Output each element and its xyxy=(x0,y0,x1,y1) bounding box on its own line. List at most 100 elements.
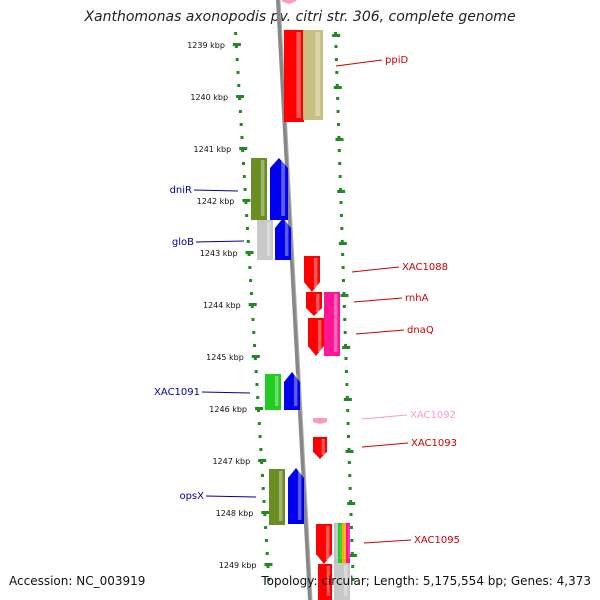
feature-block-red-shine xyxy=(296,32,301,118)
scale-dot xyxy=(339,201,343,204)
feature-XAC1091-shape xyxy=(284,372,300,410)
feature-dniR-olive-shine xyxy=(260,160,265,216)
feature-stripe-4 xyxy=(346,523,350,563)
scale-tick-label: 1246 kbp xyxy=(209,405,247,414)
scale-dot xyxy=(348,474,352,477)
scale-dot xyxy=(242,162,246,165)
feature-XAC1091-green xyxy=(265,374,281,410)
feature-XAC1088-shine xyxy=(313,258,318,288)
feature-ppiD-shape xyxy=(303,30,323,120)
scale-dot xyxy=(337,136,341,139)
feature-rnhA-shine xyxy=(315,294,320,312)
feature-XAC1092-shape xyxy=(313,418,327,424)
scale-dot xyxy=(338,162,342,165)
feature-dnaQ-magenta-shape xyxy=(324,292,340,356)
scale-tick-label: 1244 kbp xyxy=(203,301,241,310)
genome-backbone xyxy=(276,0,312,600)
feature-stripe-2 xyxy=(338,523,342,563)
feature-stripe-2-shine xyxy=(340,525,342,559)
scale-tick-label: 1243 kbp xyxy=(200,249,238,258)
scale-dot xyxy=(340,227,344,230)
feature-dnaQ xyxy=(308,318,324,356)
scale-tick xyxy=(340,294,349,297)
genome-summary-text: Topology: circular; Length: 5,175,554 bp… xyxy=(261,574,591,588)
scale-dot xyxy=(335,71,339,74)
feature-bottom-red-shine xyxy=(326,566,330,596)
scale-dot xyxy=(248,266,252,269)
leader-line-rnhA xyxy=(353,297,403,303)
feature-dnaQ-shine xyxy=(317,320,322,352)
scale-dot xyxy=(254,370,258,373)
feature-XAC1091 xyxy=(284,372,300,410)
feature-dnaQ-shape xyxy=(308,318,324,356)
scale-dot xyxy=(349,500,353,503)
scale-tick xyxy=(242,199,251,202)
scale-tick xyxy=(347,502,356,505)
feature-stripe-4-shine xyxy=(348,525,350,559)
scale-dot xyxy=(347,435,351,438)
feature-XAC1095-shine xyxy=(325,526,330,560)
gene-label-XAC1091: XAC1091 xyxy=(154,387,200,398)
scale-dot xyxy=(253,344,257,347)
feature-dniR-olive-shape xyxy=(251,158,267,220)
scale-dot xyxy=(263,513,267,516)
scale-dot xyxy=(334,32,338,35)
scale-dot xyxy=(266,565,270,568)
scale-tick xyxy=(338,242,347,245)
gene-label-ppiD: ppiD xyxy=(385,55,408,66)
feature-bottom-red-shape xyxy=(318,564,332,600)
feature-stripe-3-shape xyxy=(342,523,346,563)
feature-XAC1091-green-shine xyxy=(274,376,279,406)
gene-label-dnaQ: dnaQ xyxy=(407,325,434,336)
gene-label-rnhA: rnhA xyxy=(405,293,429,304)
leader-line-XAC1092 xyxy=(361,414,408,420)
gene-label-XAC1092: XAC1092 xyxy=(410,410,456,421)
feature-gloB xyxy=(275,218,291,260)
scale-dot xyxy=(336,123,340,126)
feature-bottom-gray-shape xyxy=(334,563,350,600)
scale-dot xyxy=(256,396,260,399)
feature-XAC1095-shape xyxy=(316,524,332,564)
scale-tick xyxy=(335,138,344,141)
scale-dot xyxy=(265,552,269,555)
scale-tick xyxy=(264,563,273,566)
scale-dot xyxy=(258,435,262,438)
feature-dniR-shape xyxy=(270,158,288,220)
feature-ppiD xyxy=(303,30,323,120)
feature-XAC1093-shine xyxy=(321,439,325,455)
scale-dot xyxy=(237,84,241,87)
feature-XAC1091-shine xyxy=(293,374,298,406)
scale-tick xyxy=(332,34,341,37)
scale-dot xyxy=(351,565,355,568)
scale-tick xyxy=(261,511,270,514)
scale-dot xyxy=(346,409,350,412)
feature-ppiD-shine xyxy=(315,32,320,116)
feature-opsX-shape xyxy=(288,468,304,524)
scale-tick-label: 1245 kbp xyxy=(206,353,244,362)
feature-dniR-shine xyxy=(281,160,286,216)
leader-line-XAC1093 xyxy=(361,442,409,448)
scale-dot xyxy=(236,71,240,74)
scale-dot xyxy=(259,448,263,451)
scale-dot xyxy=(247,253,251,256)
scale-dot xyxy=(340,240,344,243)
leader-line-XAC1095 xyxy=(363,539,412,544)
scale-tick xyxy=(251,355,260,358)
feature-rnhA xyxy=(306,292,322,316)
scale-tick-label: 1240 kbp xyxy=(190,93,228,102)
scale-dot xyxy=(347,448,351,451)
feature-opsX-olive-shine xyxy=(278,471,283,521)
leader-line-dniR xyxy=(193,189,239,192)
feature-top-partial-shape xyxy=(282,0,296,4)
scale-tick xyxy=(337,190,346,193)
feature-gloB-shape xyxy=(275,218,291,260)
gene-label-opsX: opsX xyxy=(179,491,204,502)
scale-dot xyxy=(345,383,349,386)
scale-tick xyxy=(255,407,264,410)
scale-dot xyxy=(240,136,244,139)
scale-dot xyxy=(242,175,246,178)
scale-tick xyxy=(343,398,352,401)
scale-dot xyxy=(343,318,347,321)
feature-XAC1088 xyxy=(304,256,320,292)
